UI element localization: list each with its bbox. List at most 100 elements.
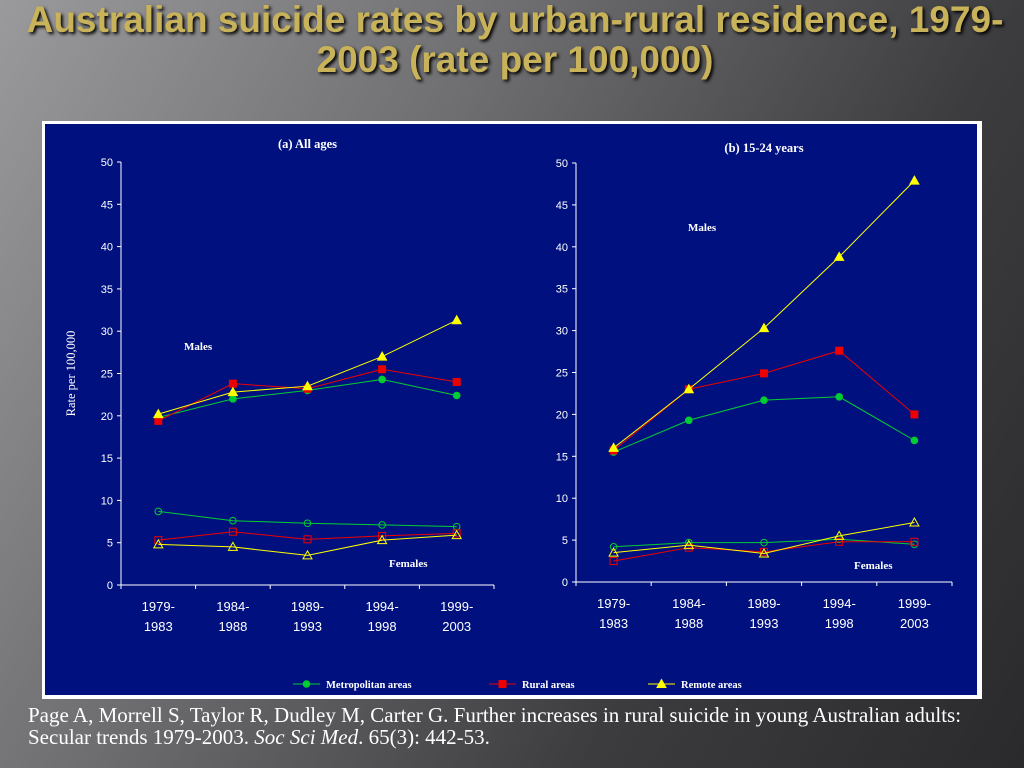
x-tick-label: 1984-	[216, 599, 249, 614]
data-point	[909, 516, 920, 527]
y-tick-label: 5	[562, 535, 568, 547]
legend-marker	[302, 680, 311, 688]
data-point	[683, 383, 695, 394]
data-point	[835, 346, 844, 355]
citation: Page A, Morrell S, Taylor R, Dudley M, C…	[28, 704, 1008, 748]
series-line	[613, 396, 915, 453]
data-point	[378, 365, 387, 374]
series-line	[613, 522, 915, 555]
citation-volume: . 65(3): 442-53.	[358, 725, 490, 749]
series-line	[613, 180, 915, 449]
y-tick-label: 35	[101, 284, 113, 296]
annotation-females: Females	[389, 558, 428, 570]
data-point	[376, 351, 388, 361]
x-tick-label: 1994-	[823, 596, 856, 611]
data-point	[451, 529, 463, 540]
x-tick-label: 2003	[900, 616, 929, 631]
data-point	[833, 530, 845, 540]
data-point	[154, 507, 163, 516]
data-point	[302, 549, 313, 560]
x-tick-label: 1983	[599, 616, 628, 631]
data-point	[229, 516, 237, 525]
y-tick-label: 10	[556, 493, 568, 505]
data-point	[609, 543, 618, 551]
x-tick-label: 1999-	[898, 596, 931, 611]
data-point	[760, 369, 768, 378]
series-line	[613, 538, 915, 548]
data-point	[152, 408, 164, 419]
y-tick-label: 5	[107, 538, 113, 550]
data-point	[303, 535, 312, 544]
x-tick-label: 1998	[368, 619, 397, 634]
x-tick-label: 1979-	[597, 596, 630, 611]
chart-title: (a) All ages	[278, 137, 337, 151]
data-point	[835, 537, 844, 546]
data-point	[685, 538, 693, 547]
series-line	[158, 368, 457, 422]
series-line	[158, 319, 457, 415]
data-point	[910, 537, 919, 546]
y-axis-label: Rate per 100,000	[64, 331, 78, 417]
figure-panel: (a) All ages Rate per 100,000 0 5 10 15 20 25 30…	[42, 121, 982, 699]
data-point	[909, 175, 920, 185]
x-tick-label: 1989-	[747, 596, 780, 611]
y-tick-label: 40	[556, 242, 568, 254]
y-tick-label: 25	[556, 368, 568, 380]
slide-title: Australian suicide rates by urban-rural …	[26, 0, 1004, 80]
data-point	[451, 314, 463, 325]
y-tick-label: 15	[101, 453, 113, 465]
data-point	[685, 416, 693, 425]
data-point	[154, 536, 163, 545]
annotation-females: Females	[854, 560, 893, 572]
data-point	[683, 539, 695, 550]
y-tick-label: 30	[101, 326, 113, 338]
data-point	[452, 377, 461, 386]
series-line	[158, 531, 457, 541]
y-tick-label: 20	[556, 409, 568, 421]
figure-charts: (a) All ages Rate per 100,000 0 5 10 15 20 25 30…	[64, 137, 953, 691]
data-point	[452, 391, 461, 400]
data-point	[228, 527, 237, 536]
data-point	[910, 436, 919, 445]
data-point	[833, 251, 845, 261]
x-tick-label: 1993	[750, 616, 779, 631]
y-tick-label: 0	[562, 577, 568, 589]
data-point	[378, 375, 386, 384]
y-tick-label: 10	[101, 495, 113, 507]
y-tick-label: 25	[101, 369, 113, 381]
x-tick-label: 1998	[825, 616, 854, 631]
y-tick-label: 45	[101, 199, 113, 211]
data-point	[758, 322, 770, 333]
data-point	[378, 521, 386, 529]
y-tick-label: 30	[556, 326, 568, 338]
x-tick-label: 1984-	[672, 596, 705, 611]
citation-text: Page A, Morrell S, Taylor R, Dudley M, C…	[28, 703, 962, 749]
series-line	[158, 510, 457, 528]
data-point	[760, 538, 768, 547]
y-tick-label: 20	[101, 411, 113, 423]
y-tick-label: 35	[556, 284, 568, 296]
data-point	[227, 386, 239, 397]
data-point	[378, 531, 387, 540]
x-tick-label: 1999-	[440, 599, 473, 614]
legend-marker	[656, 678, 667, 688]
data-point	[302, 380, 313, 391]
legend-marker	[498, 680, 507, 688]
data-point	[758, 547, 770, 558]
data-point	[609, 557, 618, 566]
data-point	[229, 395, 237, 403]
y-tick-label: 50	[101, 157, 113, 169]
legend-label: Rural areas	[522, 680, 575, 691]
y-tick-label: 15	[556, 451, 568, 463]
series-line	[613, 541, 915, 562]
legend-label: Metropolitan areas	[326, 680, 412, 691]
citation-journal: Soc Sci Med	[254, 725, 359, 749]
y-tick-label: 40	[101, 242, 113, 254]
figure-background: (a) All ages Rate per 100,000 0 5 10 15 20 25 30…	[45, 124, 977, 695]
data-point	[227, 541, 239, 551]
legend-label: Remote areas	[681, 680, 742, 691]
x-tick-label: 1989-	[291, 599, 324, 614]
series-line	[158, 534, 457, 556]
y-tick-label: 0	[107, 580, 113, 592]
x-tick-label: 1993	[293, 619, 322, 634]
